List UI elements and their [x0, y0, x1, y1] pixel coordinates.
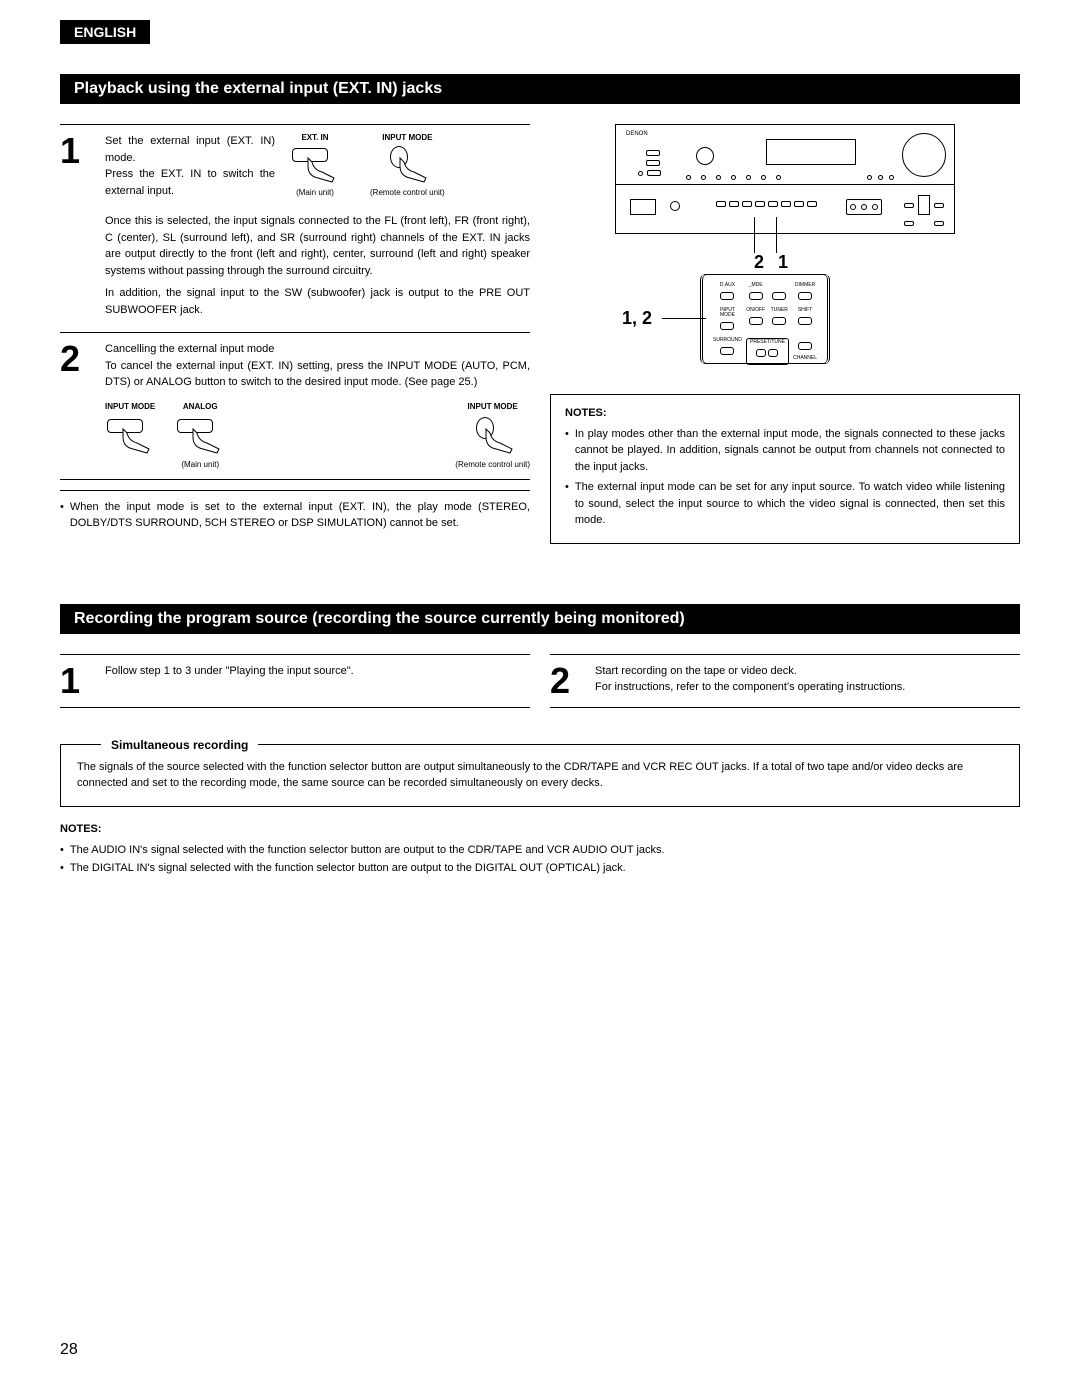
sec2-step2-line1: Start recording on the tape or video dec…	[595, 665, 797, 677]
sec2-step2-line2: For instructions, refer to the component…	[595, 681, 905, 693]
device-callout-2: 2	[754, 252, 764, 273]
sec2-step2-row: 2 Start recording on the tape or video d…	[550, 654, 1020, 708]
analog-block: ANALOG (Main unit)	[175, 401, 225, 471]
remote-caption2: (Remote control unit)	[455, 459, 530, 471]
section1-bullet-text: When the input mode is set to the extern…	[70, 499, 530, 532]
remote-lbl: ON/OFF	[746, 308, 766, 313]
hand-icon	[482, 427, 516, 455]
remote-lbl: INPUT MODE	[713, 308, 742, 318]
step1-number: 1	[60, 133, 90, 199]
remote-lbl: SHIFT	[793, 308, 817, 313]
main-unit-caption: (Main unit)	[296, 188, 334, 197]
receiver-diagram: DENON	[615, 124, 955, 234]
note1-text: In play modes other than the external in…	[575, 426, 1005, 476]
hand-icon	[304, 156, 338, 184]
hand-icon	[189, 427, 223, 455]
step2-body: Cancelling the external input mode To ca…	[105, 341, 530, 471]
hand-icon	[396, 156, 430, 184]
step2-row: 2 Cancelling the external input mode To …	[60, 332, 530, 480]
input-mode-label3: INPUT MODE	[468, 401, 518, 413]
simultaneous-recording-title: Simultaneous recording	[101, 736, 258, 754]
note2-text: The external input mode can be set for a…	[575, 479, 1005, 529]
step1-row: 1 Set the external input (EXT. IN) mode.…	[60, 124, 530, 207]
language-tab: ENGLISH	[60, 20, 150, 44]
step1-body: Set the external input (EXT. IN) mode. P…	[105, 133, 275, 199]
remote-caption: (Remote control unit)	[370, 188, 445, 197]
input-mode-label2: INPUT MODE	[105, 401, 155, 413]
analog-label: ANALOG	[183, 401, 218, 413]
step1-continuation2: In addition, the signal input to the SW …	[105, 285, 530, 318]
sec2-step1-row: 1 Follow step 1 to 3 under "Playing the …	[60, 654, 530, 708]
step1-intro: Set the external input (EXT. IN) mode.	[105, 135, 275, 164]
notes-title: NOTES:	[565, 405, 1005, 422]
remote-lbl: CHANNEL	[793, 356, 817, 361]
input-mode-label: INPUT MODE	[382, 133, 432, 142]
remote-lbl: DIMMER	[793, 283, 817, 288]
simultaneous-recording-box: Simultaneous recording The signals of th…	[60, 744, 1020, 807]
sec2-note2: The DIGITAL IN's signal selected with th…	[70, 860, 626, 878]
remote-diagram: D.AUX _MDE DIMMER INPUT MODE ON/OFF TUNE…	[700, 274, 830, 364]
section1-bullet: • When the input mode is set to the exte…	[60, 490, 530, 532]
remote-lbl	[769, 283, 789, 288]
sec2-step2-number: 2	[550, 663, 580, 699]
section1-right-column: DENON	[550, 124, 1020, 544]
sec2-notes-title: NOTES:	[60, 821, 1020, 839]
simultaneous-recording-body: The signals of the source selected with …	[77, 759, 1003, 792]
section1-left-column: 1 Set the external input (EXT. IN) mode.…	[60, 124, 530, 544]
step1-icons: EXT. IN (Main unit) INPUT MODE	[290, 133, 445, 199]
ext-in-button-block: EXT. IN (Main unit)	[290, 133, 340, 197]
remote-lbl: _MDE	[746, 283, 766, 288]
remote-callout: 1, 2	[622, 308, 652, 329]
remote-lbl: D.AUX	[713, 283, 742, 288]
hand-icon	[119, 427, 153, 455]
step1-continuation1: Once this is selected, the input signals…	[105, 213, 530, 279]
section1-notes: NOTES: •In play modes other than the ext…	[550, 394, 1020, 544]
sec2-step1-body: Follow step 1 to 3 under "Playing the in…	[105, 663, 530, 699]
sec2-step2-body: Start recording on the tape or video dec…	[595, 663, 1020, 699]
section2-header: Recording the program source (recording …	[60, 604, 1020, 634]
input-mode-button-block: INPUT MODE (Remote control unit)	[370, 133, 445, 197]
section1-header: Playback using the external input (EXT. …	[60, 74, 1020, 104]
remote-lbl: SURROUND	[713, 338, 742, 343]
sec2-note1: The AUDIO IN's signal selected with the …	[70, 842, 665, 860]
remote-lbl: PRESET/TUNE	[748, 340, 787, 345]
page-number: 28	[60, 1341, 78, 1359]
step1-instruction: Press the EXT. IN to switch the external…	[105, 168, 275, 197]
device-callout-1: 1	[778, 252, 788, 273]
input-mode-main-block: INPUT MODE	[105, 401, 155, 471]
ext-in-label: EXT. IN	[301, 133, 328, 142]
section2-notes: NOTES: •The AUDIO IN's signal selected w…	[60, 821, 1020, 878]
step2-heading: Cancelling the external input mode	[105, 343, 274, 355]
main-unit-caption2: (Main unit)	[181, 459, 219, 471]
input-mode-remote-block: INPUT MODE (Remote control unit)	[455, 401, 530, 471]
sec2-step1-number: 1	[60, 663, 90, 699]
step2-text: To cancel the external input (EXT. IN) s…	[105, 360, 530, 389]
remote-lbl: TUNER	[769, 308, 789, 313]
step2-number: 2	[60, 341, 90, 471]
